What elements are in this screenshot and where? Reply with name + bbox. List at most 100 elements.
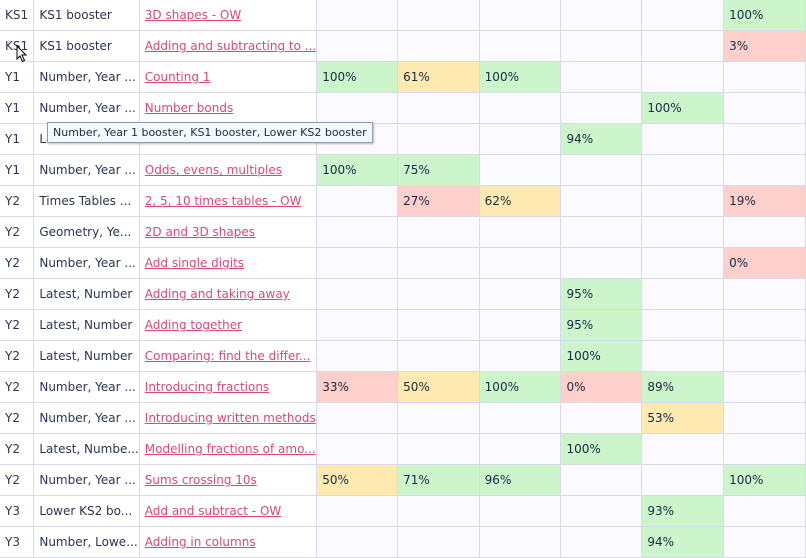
score-cell[interactable] — [560, 154, 643, 186]
activity-link[interactable]: 2D and 3D shapes — [144, 225, 256, 239]
score-cell[interactable] — [723, 123, 806, 155]
tags-cell[interactable]: KS1 booster — [33, 30, 140, 62]
score-cell[interactable] — [723, 309, 806, 341]
score-cell[interactable]: 100% — [723, 0, 806, 31]
score-cell[interactable] — [479, 216, 562, 248]
score-cell[interactable] — [316, 0, 399, 31]
score-cell[interactable] — [397, 526, 480, 558]
tags-cell[interactable]: Lower KS2 bo... — [33, 495, 140, 527]
score-cell[interactable] — [316, 278, 399, 310]
tags-cell[interactable]: Number, Year ... — [33, 402, 140, 434]
score-cell[interactable] — [316, 92, 399, 124]
score-cell[interactable] — [560, 92, 643, 124]
score-cell[interactable] — [397, 278, 480, 310]
score-cell[interactable]: 71% — [397, 464, 480, 496]
score-cell[interactable] — [397, 30, 480, 62]
score-cell[interactable] — [560, 464, 643, 496]
score-cell[interactable] — [723, 154, 806, 186]
tags-cell[interactable]: Number, Year ... — [33, 371, 140, 403]
score-cell[interactable]: 62% — [479, 185, 562, 217]
score-cell[interactable] — [641, 464, 725, 496]
score-cell[interactable] — [479, 0, 562, 31]
score-cell[interactable]: 89% — [641, 371, 725, 403]
score-cell[interactable] — [560, 526, 643, 558]
score-cell[interactable] — [316, 216, 399, 248]
score-cell[interactable]: 27% — [397, 185, 480, 217]
score-cell[interactable] — [723, 216, 806, 248]
activity-link[interactable]: Add single digits — [144, 256, 245, 270]
activity-link[interactable]: Modelling fractions of amo... — [144, 442, 316, 456]
score-cell[interactable]: 93% — [641, 495, 725, 527]
score-cell[interactable]: 50% — [397, 371, 480, 403]
score-cell[interactable] — [723, 61, 806, 93]
score-cell[interactable] — [479, 278, 562, 310]
score-cell[interactable] — [479, 92, 562, 124]
score-cell[interactable]: 0% — [560, 371, 643, 403]
score-cell[interactable]: 33% — [316, 371, 399, 403]
score-cell[interactable] — [316, 340, 399, 372]
score-cell[interactable] — [316, 526, 399, 558]
score-cell[interactable] — [479, 309, 562, 341]
score-cell[interactable] — [723, 433, 806, 465]
score-cell[interactable]: 100% — [641, 92, 725, 124]
score-cell[interactable] — [316, 433, 399, 465]
activity-link[interactable]: Comparing: find the differ... — [144, 349, 311, 363]
score-cell[interactable] — [479, 526, 562, 558]
score-cell[interactable]: 53% — [641, 402, 725, 434]
score-cell[interactable] — [479, 30, 562, 62]
score-cell[interactable]: 100% — [479, 371, 562, 403]
score-cell[interactable]: 19% — [723, 185, 806, 217]
tags-cell[interactable]: Number, Year ... — [33, 247, 140, 279]
tags-cell[interactable]: KS1 booster — [33, 0, 140, 31]
activity-link[interactable]: Introducing written methods — [144, 411, 316, 425]
score-cell[interactable] — [641, 278, 725, 310]
score-cell[interactable] — [641, 30, 725, 62]
score-cell[interactable] — [723, 92, 806, 124]
score-cell[interactable] — [641, 216, 725, 248]
score-cell[interactable]: 61% — [397, 61, 480, 93]
tags-cell[interactable]: Geometry, Ye... — [33, 216, 140, 248]
score-cell[interactable]: 0% — [723, 247, 806, 279]
score-cell[interactable] — [723, 495, 806, 527]
activity-link[interactable]: Adding and subtracting to ... — [144, 39, 317, 53]
tags-cell[interactable]: Number, Year ... — [33, 61, 140, 93]
score-cell[interactable]: 50% — [316, 464, 399, 496]
score-cell[interactable]: 95% — [560, 278, 643, 310]
score-cell[interactable] — [397, 402, 480, 434]
score-cell[interactable] — [397, 247, 480, 279]
activity-link[interactable]: 2, 5, 10 times tables - OW — [144, 194, 302, 208]
score-cell[interactable] — [397, 216, 480, 248]
score-cell[interactable] — [316, 402, 399, 434]
score-cell[interactable] — [397, 309, 480, 341]
score-cell[interactable] — [479, 154, 562, 186]
activity-link[interactable]: Introducing fractions — [144, 380, 270, 394]
score-cell[interactable] — [397, 340, 480, 372]
score-cell[interactable]: 94% — [641, 526, 725, 558]
activity-link[interactable]: Counting 1 — [144, 70, 211, 84]
score-cell[interactable] — [641, 0, 725, 31]
score-cell[interactable] — [479, 123, 562, 155]
score-cell[interactable] — [479, 402, 562, 434]
score-cell[interactable] — [479, 433, 562, 465]
score-cell[interactable]: 100% — [479, 61, 562, 93]
score-cell[interactable] — [723, 340, 806, 372]
score-cell[interactable] — [560, 495, 643, 527]
score-cell[interactable] — [641, 185, 725, 217]
score-cell[interactable]: 94% — [560, 123, 643, 155]
activity-link[interactable]: Adding together — [144, 318, 243, 332]
score-cell[interactable]: 100% — [560, 433, 643, 465]
score-cell[interactable] — [397, 123, 480, 155]
score-cell[interactable] — [723, 371, 806, 403]
score-cell[interactable] — [560, 185, 643, 217]
activity-link[interactable]: Add and subtract - OW — [144, 504, 282, 518]
score-cell[interactable] — [723, 526, 806, 558]
score-cell[interactable] — [397, 0, 480, 31]
tags-cell[interactable]: Number, Year ... — [33, 92, 140, 124]
score-cell[interactable]: 75% — [397, 154, 480, 186]
score-cell[interactable] — [641, 154, 725, 186]
score-cell[interactable]: 3% — [723, 30, 806, 62]
score-cell[interactable] — [723, 402, 806, 434]
activity-link[interactable]: Number bonds — [144, 101, 234, 115]
score-cell[interactable]: 100% — [316, 61, 399, 93]
score-cell[interactable] — [479, 495, 562, 527]
